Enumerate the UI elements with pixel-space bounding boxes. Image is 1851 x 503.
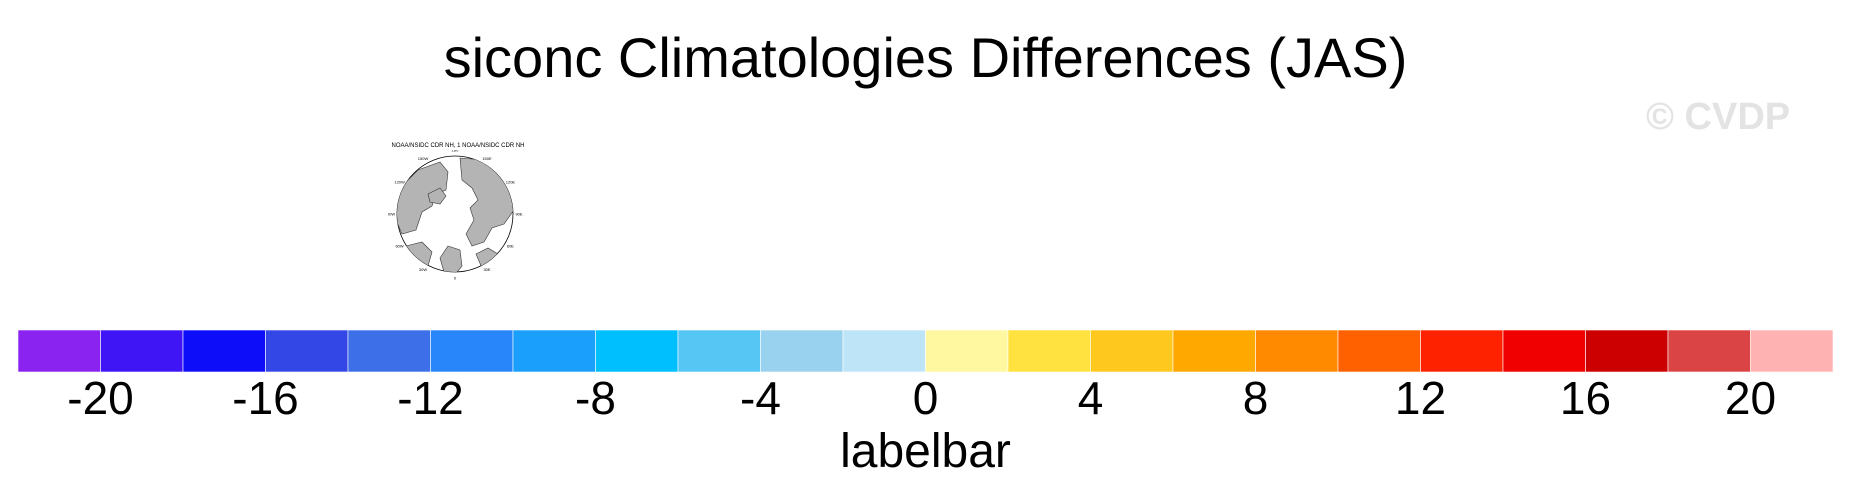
map-panel-title: NOAA/NSIDC CDR NH, 1 NOAA/NSIDC CDR NH	[391, 143, 525, 149]
colorbar-segment	[1172, 330, 1256, 373]
watermark: © CVDP	[1646, 96, 1791, 138]
colorbar-segment	[100, 330, 184, 373]
colorbar-segment	[182, 330, 266, 373]
colorbar-segment	[1090, 330, 1174, 373]
map-longitude-label: 150W	[418, 156, 429, 161]
colorbar-segment	[1585, 330, 1669, 373]
map-longitude-label: 90W	[388, 212, 395, 217]
colorbar-segment	[18, 330, 101, 373]
colorbar-tick-label: -8	[575, 372, 616, 420]
colorbar-segment	[595, 330, 679, 373]
colorbar-segment	[265, 330, 349, 373]
colorbar-segment	[1007, 330, 1091, 373]
map-longitude-label: 0	[454, 276, 457, 281]
map-longitude-label: 180	[452, 150, 459, 153]
colorbar-segment	[512, 330, 596, 373]
map-longitude-label: 150E	[482, 156, 492, 161]
polar-stereographic-map: 180 150E 120E 90E 60E 30E 0 30W 60W 90W 120W 150W	[388, 150, 523, 281]
colorbar-segment	[842, 330, 926, 373]
colorbar-segment	[925, 330, 1009, 373]
colorbar-tick-label: -16	[232, 372, 298, 420]
colorbar-label: labelbar	[840, 425, 1011, 478]
map-longitude-label: 30W	[419, 267, 427, 272]
colorbar-tick-label: 0	[913, 372, 939, 420]
map-longitude-label: 60E	[507, 244, 514, 249]
map-land	[427, 187, 447, 205]
polar-map-panel: NOAA/NSIDC CDR NH, 1 NOAA/NSIDC CDR NH 1…	[388, 142, 528, 282]
map-longitude-label: 60W	[395, 244, 403, 249]
colorbar-tick-label: 12	[1395, 372, 1446, 420]
colorbar-tick-label: -4	[740, 372, 781, 420]
colorbar-tick-label: 20	[1725, 372, 1776, 420]
map-land	[439, 245, 463, 272]
colorbar-segment	[1255, 330, 1339, 373]
colorbar-tick-label: 4	[1078, 372, 1104, 420]
colorbar-segment	[347, 330, 431, 373]
colorbar: -20 -16 -12 -8 -4 0 4 8 12 16 20	[18, 330, 1833, 420]
colorbar-tick-label: 8	[1243, 372, 1269, 420]
colorbar-segment	[1750, 330, 1833, 373]
map-longitude-label: 30E	[483, 267, 490, 272]
colorbar-tick-label: 16	[1560, 372, 1611, 420]
colorbar-segment	[1502, 330, 1586, 373]
colorbar-segment	[1667, 330, 1751, 373]
colorbar-tick-label: -12	[397, 372, 463, 420]
chart-title: siconc Climatologies Differences (JAS)	[443, 26, 1408, 89]
colorbar-segment	[1337, 330, 1421, 373]
map-longitude-label: 120W	[394, 180, 405, 185]
colorbar-segment	[1420, 330, 1504, 373]
map-longitude-label: 90E	[515, 212, 522, 217]
colorbar-segment	[430, 330, 514, 373]
colorbar-segment	[677, 330, 761, 373]
colorbar-tick-label: -20	[67, 372, 133, 420]
map-longitude-label: 120E	[506, 180, 516, 185]
colorbar-segment	[760, 330, 844, 373]
